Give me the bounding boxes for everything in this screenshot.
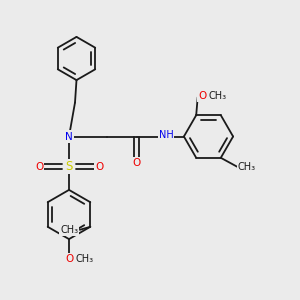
Text: O: O — [65, 254, 73, 264]
Text: CH₃: CH₃ — [238, 162, 256, 172]
Text: N: N — [65, 131, 73, 142]
Text: O: O — [35, 161, 43, 172]
Text: O: O — [95, 161, 103, 172]
Text: O: O — [198, 91, 206, 101]
Text: NH: NH — [158, 130, 173, 140]
Text: CH₃: CH₃ — [76, 254, 94, 265]
Text: CH₃: CH₃ — [60, 225, 78, 235]
Text: CH₃: CH₃ — [209, 91, 227, 101]
Text: O: O — [132, 158, 141, 169]
Text: S: S — [65, 160, 73, 173]
